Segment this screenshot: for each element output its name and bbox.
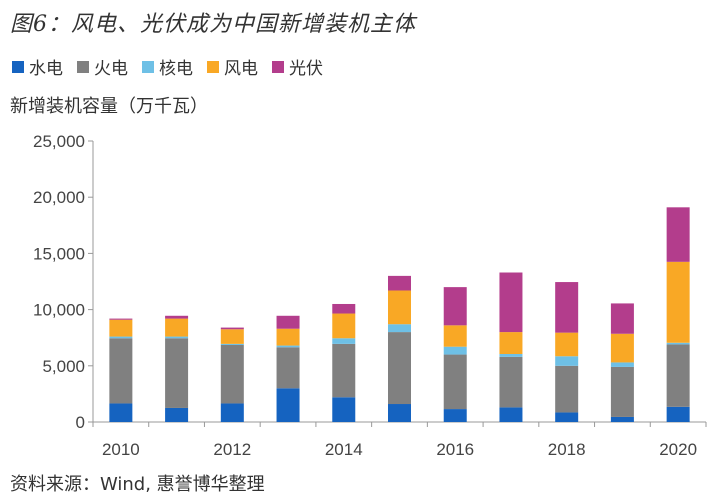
y-tick-label: 25,000 (33, 132, 85, 151)
bar-segment-2016-光伏 (443, 287, 467, 326)
bar-segment-2010-风电 (109, 319, 133, 337)
bar-segment-2016-核电 (443, 346, 467, 355)
bar-segment-2014-核电 (332, 338, 356, 344)
bar-segment-2010-火电 (109, 338, 133, 404)
bar-segment-2019-核电 (610, 362, 634, 367)
bar-segment-2011-火电 (165, 338, 189, 408)
bar-segment-2012-光伏 (220, 327, 244, 330)
x-tick-label: 2014 (325, 440, 363, 459)
bar-segment-2013-火电 (276, 347, 300, 389)
bar-segment-2014-风电 (332, 313, 356, 339)
bar-segment-2020-水电 (666, 406, 690, 422)
bar-segment-2012-火电 (220, 345, 244, 404)
bar-segment-2011-核电 (165, 336, 189, 339)
bar-segment-2020-风电 (666, 261, 690, 343)
bar-segment-2020-光伏 (666, 207, 690, 262)
bar-segment-2018-火电 (555, 365, 579, 413)
y-tick-label: 0 (76, 413, 85, 432)
y-axis-unit-label: 新增装机容量（万千瓦） (10, 96, 208, 117)
y-tick-label: 15,000 (33, 244, 85, 263)
bar-segment-2016-风电 (443, 325, 467, 347)
bar-segment-2012-水电 (220, 403, 244, 422)
bar-segment-2011-风电 (165, 318, 189, 337)
bar-segment-2020-核电 (666, 342, 690, 345)
bar-segment-2016-火电 (443, 354, 467, 410)
legend-swatch-solar (272, 60, 284, 73)
legend-label-wind: 风电 (224, 59, 258, 79)
bar-segment-2015-光伏 (388, 275, 411, 291)
legend-label-thermal: 火电 (94, 59, 128, 79)
chart-legend: 水电 火电 核电 风电 光伏 (12, 54, 337, 79)
legend-item-solar: 光伏 (272, 54, 323, 79)
legend-item-thermal: 火电 (77, 54, 128, 79)
legend-swatch-thermal (77, 60, 89, 73)
bar-segment-2015-核电 (388, 324, 411, 333)
legend-label-nuclear: 核电 (159, 59, 193, 79)
x-tick-label: 2018 (548, 440, 586, 459)
chart-title: 图6：风电、光伏成为中国新增装机主体 (10, 12, 416, 37)
legend-label-hydro: 水电 (29, 59, 63, 79)
bar-segment-2017-火电 (499, 356, 523, 408)
source-note: 资料来源：Wind, 惠誉博华整理 (10, 474, 265, 495)
y-tick-label: 5,000 (42, 357, 85, 376)
bar-segment-2017-风电 (499, 332, 523, 354)
bar-segment-2017-水电 (499, 407, 523, 422)
bar-segment-2020-火电 (666, 344, 690, 407)
bar-segment-2012-风电 (220, 329, 244, 344)
bar-segment-2010-核电 (109, 336, 133, 339)
bar-segment-2013-核电 (276, 345, 300, 348)
x-tick-label: 2016 (436, 440, 474, 459)
bar-segment-2015-火电 (388, 332, 411, 405)
bar-segment-2019-风电 (610, 333, 634, 363)
bar-segment-2010-水电 (109, 403, 133, 422)
y-tick-label: 20,000 (33, 188, 85, 207)
bar-segment-2018-水电 (555, 412, 579, 422)
bar-segment-2014-光伏 (332, 303, 356, 314)
y-tick-label: 10,000 (33, 301, 85, 320)
bar-segment-2016-水电 (443, 409, 467, 422)
bar-segment-2018-光伏 (555, 282, 579, 333)
bar-segment-2017-核电 (499, 353, 523, 357)
bar-segment-2018-核电 (555, 356, 579, 366)
legend-item-nuclear: 核电 (142, 54, 193, 79)
bar-segment-2019-火电 (610, 366, 634, 417)
bar-segment-2015-水电 (388, 404, 411, 422)
legend-item-wind: 风电 (207, 54, 258, 79)
bar-segment-2013-光伏 (276, 315, 300, 329)
bar-segment-2018-风电 (555, 332, 579, 357)
bar-segment-2011-光伏 (165, 315, 189, 319)
legend-label-solar: 光伏 (289, 59, 323, 79)
bar-segment-2015-风电 (388, 290, 411, 325)
x-tick-label: 2010 (102, 440, 140, 459)
bar-segment-2014-水电 (332, 397, 356, 422)
bar-segment-2019-水电 (610, 416, 634, 422)
bar-segment-2014-火电 (332, 343, 356, 398)
bar-segment-2010-光伏 (109, 318, 133, 320)
bar-segment-2012-核电 (220, 343, 244, 346)
legend-item-hydro: 水电 (12, 54, 63, 79)
bar-segment-2017-光伏 (499, 272, 523, 333)
x-tick-label: 2012 (213, 440, 251, 459)
legend-swatch-wind (207, 60, 219, 73)
bar-segment-2013-风电 (276, 328, 300, 346)
legend-swatch-nuclear (142, 60, 154, 73)
bar-segment-2019-光伏 (610, 303, 634, 334)
bar-segment-2011-水电 (165, 407, 189, 422)
legend-swatch-hydro (12, 60, 24, 73)
x-tick-label: 2020 (659, 440, 697, 459)
bar-segment-2013-水电 (276, 388, 300, 422)
